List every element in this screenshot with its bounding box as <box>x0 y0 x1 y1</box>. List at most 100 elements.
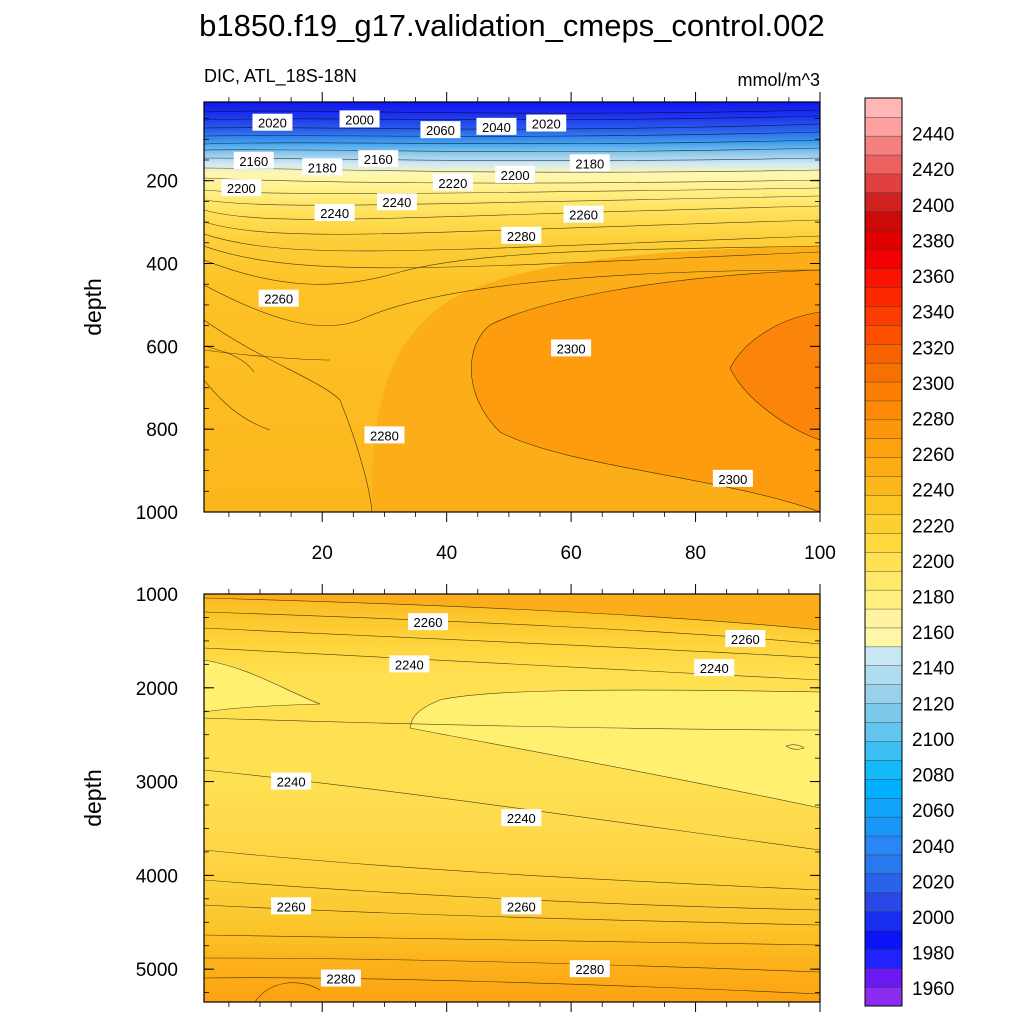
contour-label-text: 2240 <box>700 661 729 676</box>
colorbar-box <box>864 324 903 345</box>
contour-label-text: 2040 <box>482 120 511 135</box>
colorbar-box <box>864 722 903 742</box>
contour-label-box <box>258 289 299 307</box>
contour-label-text: 2260 <box>264 292 293 307</box>
contour-label-box <box>408 613 448 631</box>
colorbar-box <box>864 646 903 666</box>
contour-label: 2260 <box>271 897 312 915</box>
contour-label-box <box>501 897 542 915</box>
colorbar-box <box>864 495 903 515</box>
xtick-label: 80 <box>685 543 706 564</box>
upper-core-2320 <box>730 312 820 440</box>
contour-label-text: 2260 <box>414 615 443 630</box>
colorbar-label: 2240 <box>912 481 954 502</box>
figure-title: b1850.f19_g17.validation_cmeps_control.0… <box>199 8 825 43</box>
colorbar-box <box>864 797 903 818</box>
colorbar-box <box>864 343 903 364</box>
contour-label-box <box>495 165 536 183</box>
colorbar-box <box>864 892 903 912</box>
lower-ytick-label: 4000 <box>136 866 178 887</box>
contour-label-box <box>563 205 604 223</box>
contour-label: 2260 <box>408 613 448 631</box>
contour-label-text: 2280 <box>370 428 399 443</box>
colorbar-box <box>864 759 903 780</box>
contour-label-text: 2260 <box>731 632 760 647</box>
contour-label-text: 2000 <box>345 112 374 127</box>
contour-label: 2300 <box>712 469 753 487</box>
colorbar-box <box>864 684 903 704</box>
colorbar-label: 2400 <box>912 196 954 217</box>
colorbar-box <box>864 438 903 458</box>
colorbar-box <box>864 154 903 175</box>
colorbar-box <box>864 778 903 799</box>
xtick-label: 60 <box>561 543 582 564</box>
contour-label: 2180 <box>569 154 610 172</box>
contour-label-text: 2220 <box>438 176 467 191</box>
contour-label: 2240 <box>694 659 735 677</box>
contour-label: 2020 <box>252 113 293 131</box>
colorbar-box <box>864 627 903 648</box>
contour-label-box <box>221 179 262 197</box>
xtick-label: 100 <box>804 543 836 564</box>
colorbar-label: 2180 <box>912 588 954 609</box>
contour-label-box <box>233 151 274 169</box>
colorbar-label: 2440 <box>912 125 954 146</box>
colorbar-label: 2060 <box>912 801 954 822</box>
contour-label-text: 2260 <box>277 899 306 914</box>
colorbar-box <box>864 97 903 118</box>
colorbar-label: 1980 <box>912 944 954 965</box>
colorbar-box <box>864 173 903 194</box>
lower-axis-ticks: 1000 2000 3000 4000 5000 <box>136 584 821 1012</box>
colorbar-box <box>864 116 903 137</box>
contour-label-text: 2180 <box>575 156 604 171</box>
lower-ytick-label: 5000 <box>136 960 178 981</box>
colorbar-label: 2340 <box>912 303 954 324</box>
colorbar-label: 2380 <box>912 231 954 252</box>
contour-label: 2220 <box>432 173 473 191</box>
contour-label: 2280 <box>501 226 542 244</box>
contour-label-text: 2060 <box>426 123 455 138</box>
colorbar-box <box>864 211 903 231</box>
colorbar-box <box>864 608 903 629</box>
contour-label: 2240 <box>389 655 430 673</box>
xtick-label: 40 <box>436 543 457 564</box>
colorbar-box <box>864 230 903 250</box>
colorbar-box <box>864 457 903 477</box>
contour-label: 2260 <box>501 897 542 915</box>
contour-label-box <box>501 226 542 244</box>
lower-ytick-label: 1000 <box>136 585 178 606</box>
colorbar-box <box>864 967 903 988</box>
contour-label-box <box>501 809 542 827</box>
colorbar-label: 2020 <box>912 872 954 893</box>
contour-label-box <box>725 630 766 648</box>
contour-label: 2260 <box>258 289 299 307</box>
contour-label: 2160 <box>358 150 399 168</box>
contour-label: 2200 <box>221 179 262 197</box>
colorbar-box <box>864 249 903 269</box>
colorbar-box <box>864 551 903 572</box>
contour-label-box <box>320 969 361 987</box>
contour-label-text: 2200 <box>501 168 530 183</box>
colorbar-label: 2200 <box>912 552 954 573</box>
colorbar-label: 1960 <box>912 979 954 1000</box>
colorbar-box <box>864 362 903 383</box>
colorbar-label: 2000 <box>912 908 954 929</box>
colorbar-box <box>864 835 903 856</box>
lower-top-2280 <box>204 594 820 630</box>
colorbar-box <box>864 816 903 837</box>
contour-label-box <box>569 960 610 978</box>
colorbar-box <box>864 532 903 553</box>
contour-label-box <box>302 158 343 176</box>
contour-label-text: 2280 <box>326 972 355 987</box>
colorbar-box <box>864 570 903 591</box>
upper-ytick-label: 600 <box>146 337 178 358</box>
contour-label: 2200 <box>495 165 536 183</box>
lower-plot-frame <box>203 593 821 1003</box>
colorbar-box <box>864 911 903 931</box>
contour-label-box <box>551 339 592 357</box>
lower-ytick-label: 3000 <box>136 773 178 794</box>
right-subtitle: mmol/m^3 <box>738 70 820 90</box>
